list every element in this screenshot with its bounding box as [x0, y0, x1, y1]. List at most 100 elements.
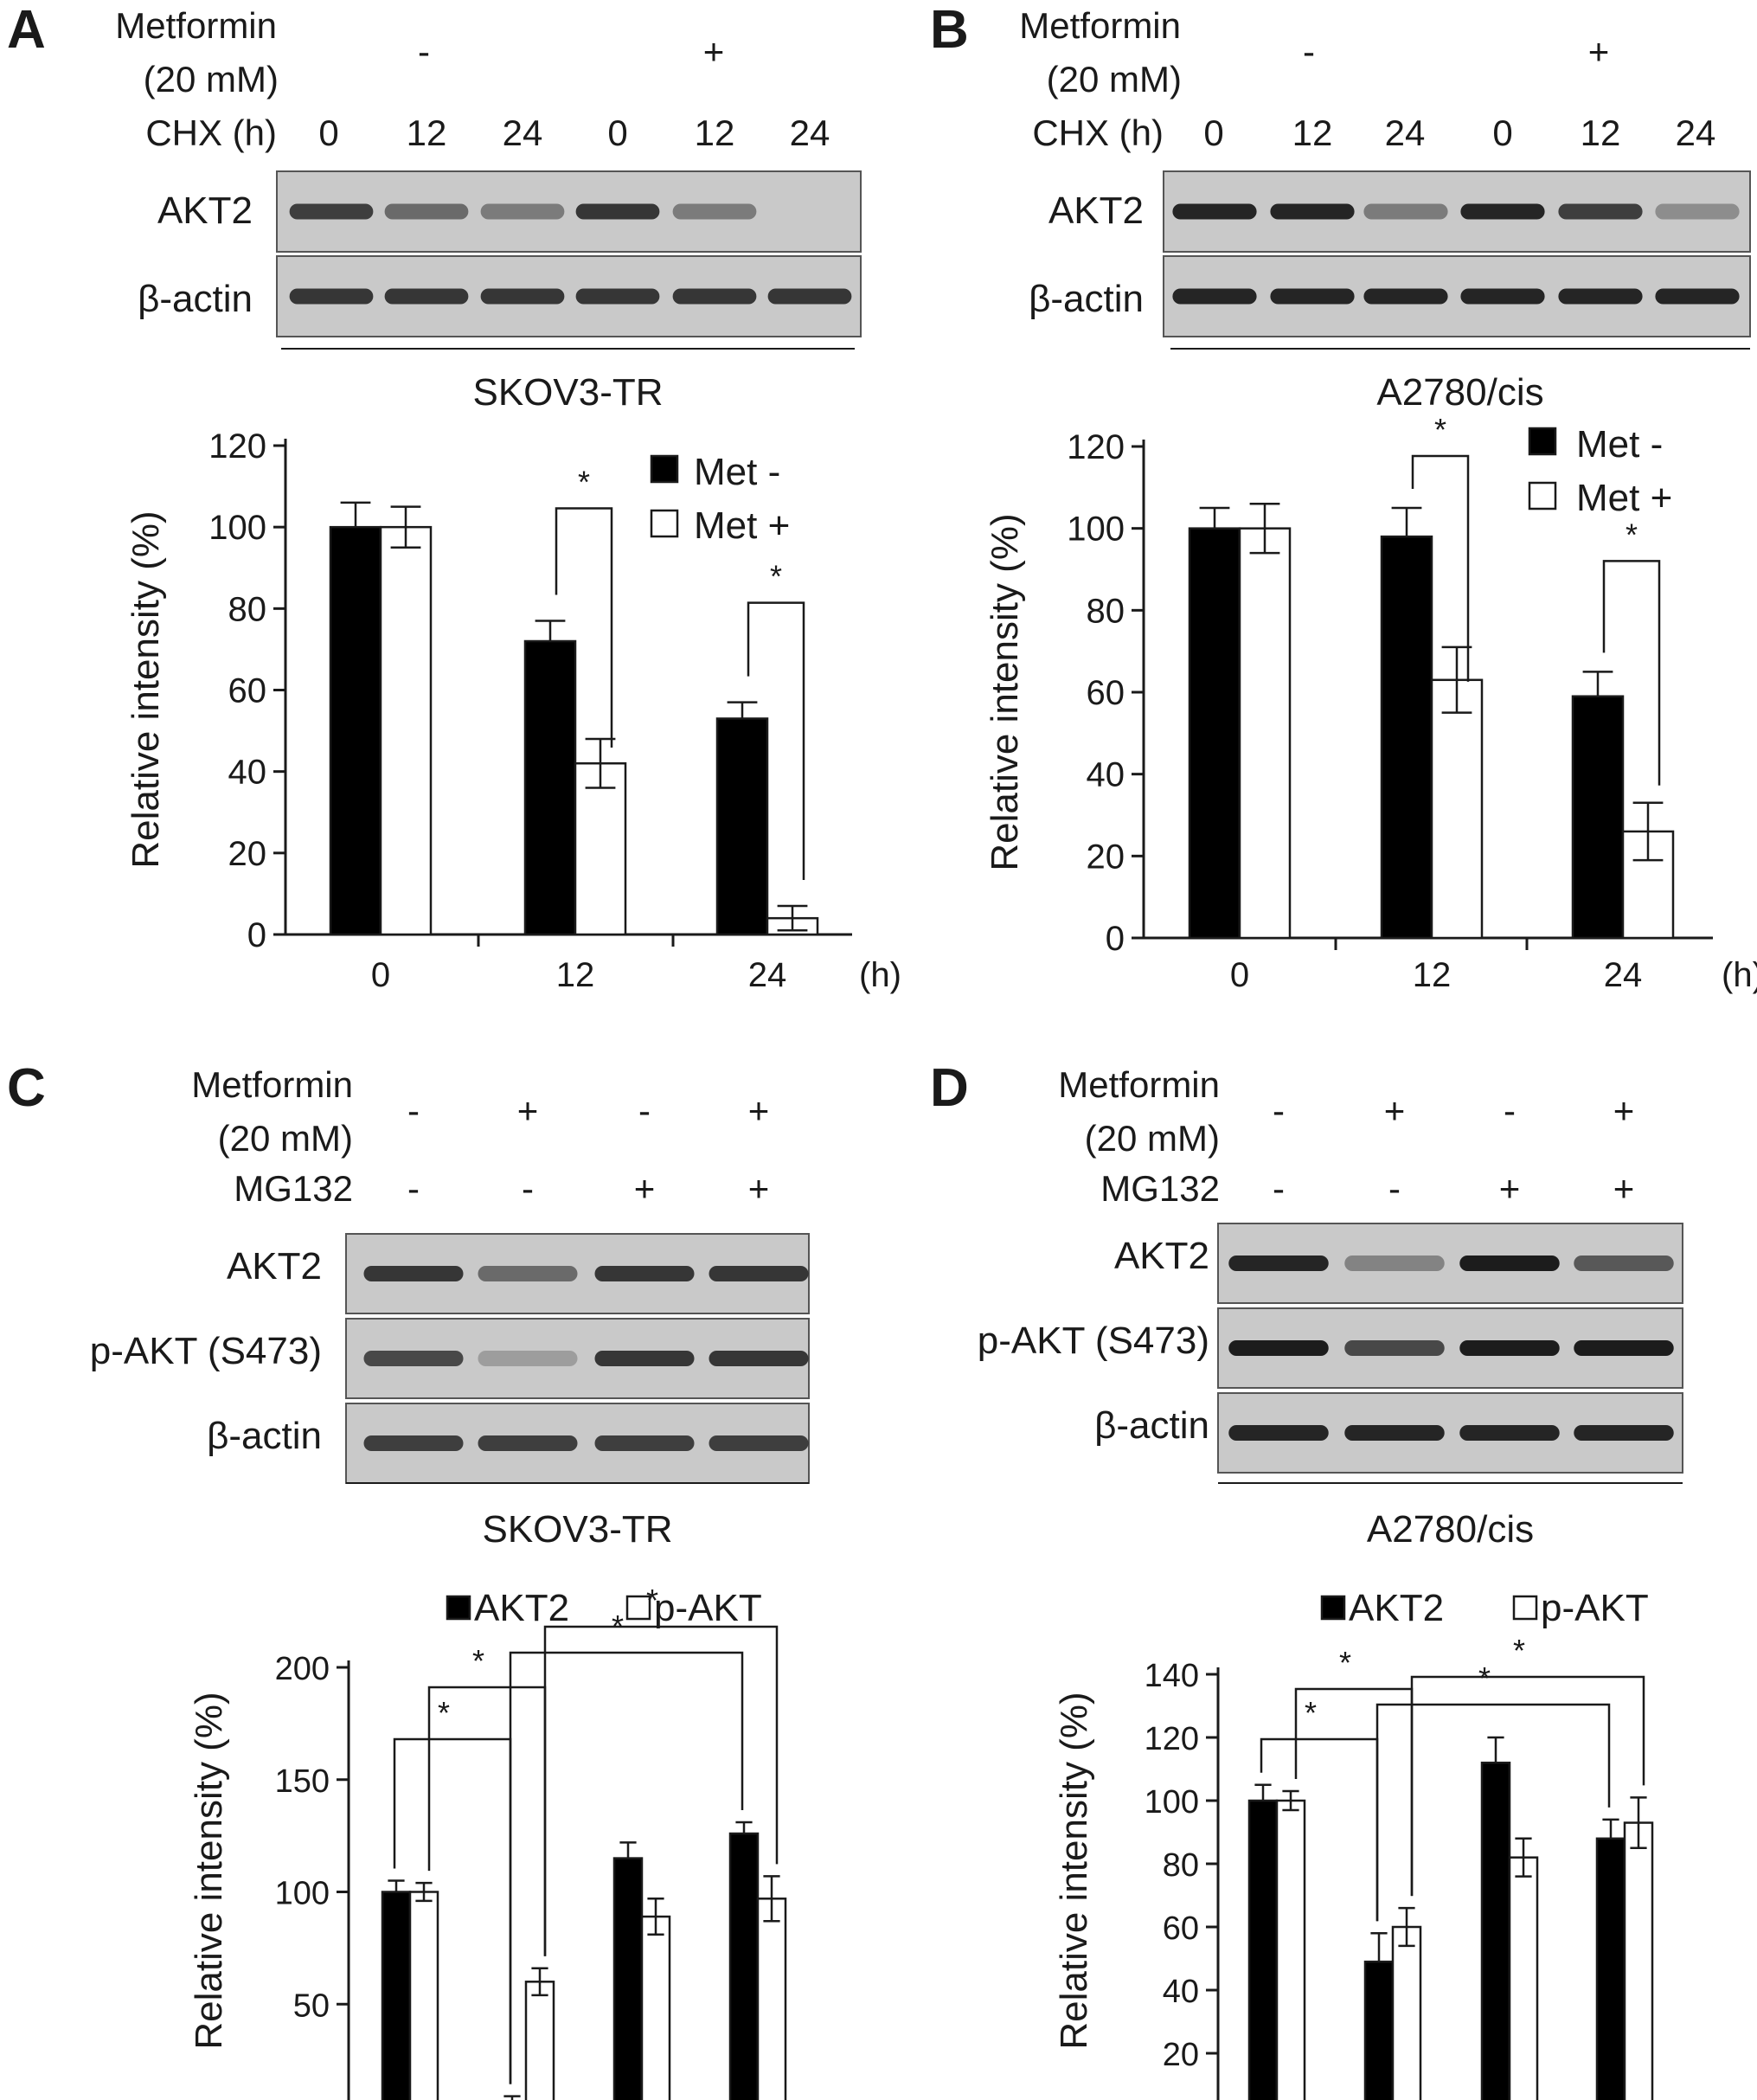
blot-band	[1558, 288, 1643, 305]
metformin-sign: +	[1588, 31, 1610, 72]
y-tick-label: 20	[1087, 838, 1125, 876]
significance-bracket	[543, 1625, 779, 1956]
chx-time-label: CHX (h)	[1032, 112, 1164, 153]
metformin-label: Metformin	[191, 1064, 353, 1105]
bar-chart: 0 20 40 60 80 100 120 Relative intensity (%) 0 12…	[125, 427, 901, 994]
blot-background	[276, 170, 862, 253]
y-axis-label: Relative intensity (%)	[188, 1692, 230, 2049]
legend-label: AKT2	[474, 1587, 569, 1629]
bar	[1571, 695, 1625, 940]
blot-row-label: p-AKT (S473)	[90, 1330, 322, 1372]
cell-line-label: A2780/cis	[1367, 1508, 1534, 1551]
y-tick-label: 60	[228, 672, 267, 710]
y-tick-label: 120	[208, 427, 266, 466]
significance-bracket	[555, 507, 613, 748]
chx-time-label: CHX (h)	[145, 112, 277, 153]
mg132-sign: +	[1613, 1168, 1635, 1209]
significance-star: *	[1305, 1695, 1317, 1731]
significance-star: *	[646, 1583, 658, 1618]
chx-time-value: 24	[1676, 112, 1716, 153]
blot-row-label: AKT2	[1114, 1235, 1209, 1277]
blot-band	[1655, 203, 1740, 220]
y-tick-label: 80	[228, 590, 267, 628]
legend-swatch	[650, 509, 679, 538]
significance-star: *	[1513, 1633, 1525, 1668]
blot-band	[1172, 203, 1257, 220]
legend-label: Met -	[694, 451, 780, 493]
bar	[408, 1891, 439, 2100]
x-tick-label: 24	[1604, 956, 1643, 994]
significance-bracket	[509, 1651, 744, 2084]
cell-line-label: SKOV3-TR	[472, 371, 663, 414]
y-tick-label: 120	[1145, 1721, 1199, 1757]
chx-time-value: 24	[790, 112, 830, 153]
blot-headers: A Metformin (20 mM) - + CHX (h) 0 12 24 0 12 24 AKT2…	[7, 0, 1750, 1551]
blot-strip	[276, 170, 862, 253]
blot-band	[1363, 203, 1448, 220]
y-tick-label: 60	[1087, 674, 1125, 712]
blot-band	[1574, 1340, 1674, 1356]
metformin-label: Metformin	[115, 5, 277, 46]
y-tick-label: 50	[293, 1988, 330, 2024]
blot-strip	[1163, 170, 1751, 253]
chx-time-value: 24	[503, 112, 543, 153]
blot-band	[384, 203, 469, 220]
mg132-sign: -	[407, 1168, 420, 1209]
significance-star: *	[770, 559, 782, 594]
mg132-sign: -	[522, 1168, 534, 1209]
bar-chart: 050100150200Relative intensity (%)AKT2p-…	[188, 1583, 787, 2100]
blot-background	[1163, 255, 1751, 337]
bar	[1380, 535, 1433, 940]
x-tick-label: 0	[1230, 956, 1249, 994]
blot-band	[767, 288, 852, 305]
legend-label: p-AKT	[654, 1587, 762, 1629]
blot-band	[1574, 1256, 1674, 1271]
chx-time-value: 0	[318, 112, 338, 153]
significance-bracket	[747, 601, 805, 881]
legend-label: Met +	[1576, 477, 1672, 519]
y-tick-label: 120	[1067, 428, 1125, 466]
blot-strip	[276, 255, 862, 337]
significance-bracket	[1410, 1675, 1645, 1897]
bar	[640, 1915, 671, 2100]
blot-strip	[345, 1403, 810, 1484]
blot-row-label: AKT2	[157, 189, 253, 232]
mg132-sign: +	[748, 1168, 770, 1209]
x-tick-label: 12	[556, 956, 595, 994]
blot-band	[1655, 288, 1740, 305]
bar	[728, 1832, 760, 2100]
panel-letter: C	[7, 1058, 46, 1118]
chx-time-value: 0	[1203, 112, 1223, 153]
blot-band	[480, 288, 565, 305]
metformin-sign: -	[1303, 31, 1315, 72]
x-axis-unit: (h)	[1722, 956, 1757, 994]
y-tick-label: 150	[275, 1763, 330, 1800]
blot-band	[1344, 1340, 1445, 1356]
blot-background	[276, 255, 862, 337]
bar	[329, 525, 382, 936]
bar	[381, 1891, 412, 2100]
blot-band	[478, 1351, 578, 1366]
blot-band	[1459, 1256, 1560, 1271]
y-tick-label: 140	[1145, 1658, 1199, 1694]
significance-star: *	[1339, 1645, 1351, 1680]
blot-strip	[1163, 255, 1751, 337]
chx-time-value: 0	[1492, 112, 1512, 153]
cell-line-label: SKOV3-TR	[482, 1508, 672, 1551]
bar-chart: 0 20 40 60 80 100 120 Relative intensity (%) 0 12…	[984, 412, 1757, 994]
bar	[1247, 1799, 1279, 2100]
y-tick-label: 40	[228, 754, 267, 792]
metformin-dose-label: (20 mM)	[218, 1118, 353, 1159]
panel-letter: D	[930, 1058, 969, 1118]
y-axis-label: Relative intensity (%)	[984, 513, 1026, 870]
blot-band	[1270, 203, 1355, 220]
bar	[756, 1898, 787, 2100]
western-blots	[276, 170, 1751, 1484]
significance-star: *	[1434, 412, 1446, 447]
blot-band	[672, 288, 757, 305]
chx-time-value: 12	[695, 112, 735, 153]
y-tick-label: 0	[1106, 920, 1125, 958]
metformin-sign: -	[1504, 1090, 1516, 1131]
metformin-label: Metformin	[1058, 1064, 1220, 1105]
